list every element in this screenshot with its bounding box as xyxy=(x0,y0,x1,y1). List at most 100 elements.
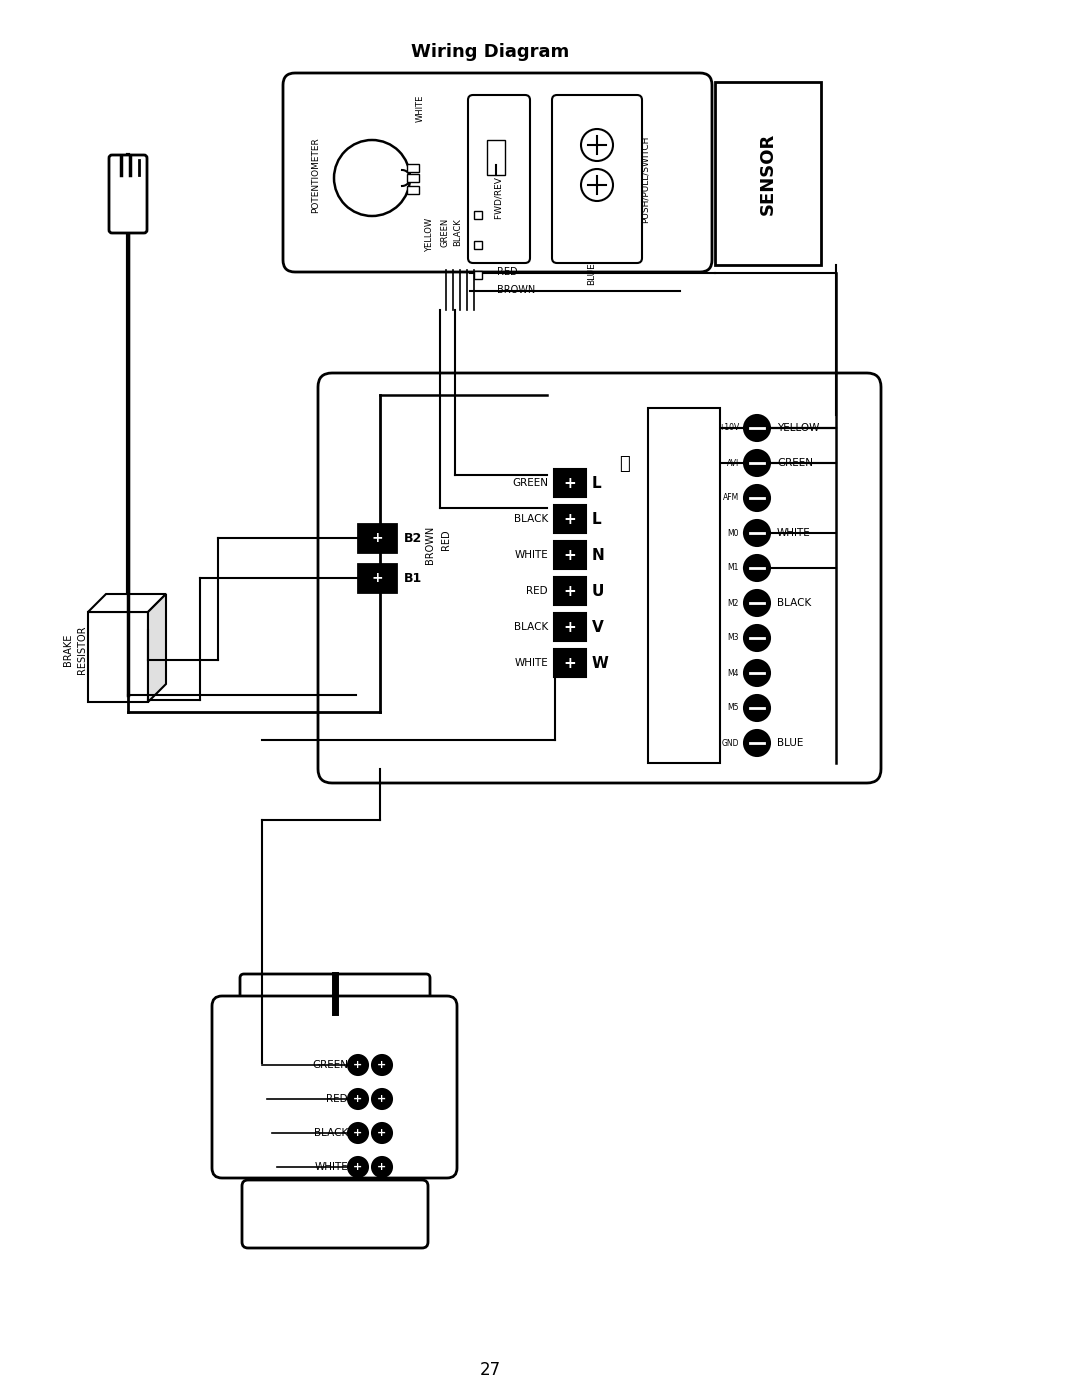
Text: L: L xyxy=(592,511,602,527)
Text: BLACK: BLACK xyxy=(514,623,548,633)
FancyBboxPatch shape xyxy=(242,1180,428,1248)
Text: WHITE: WHITE xyxy=(416,95,424,122)
Text: RED: RED xyxy=(441,529,451,550)
Bar xyxy=(474,242,482,249)
FancyBboxPatch shape xyxy=(283,73,712,272)
Bar xyxy=(554,613,586,641)
Circle shape xyxy=(744,731,770,756)
Text: RED: RED xyxy=(326,1094,348,1104)
Text: POTENTIOMETER: POTENTIOMETER xyxy=(311,137,321,212)
Text: BRAKE
RESISTOR: BRAKE RESISTOR xyxy=(63,626,87,675)
Text: GREEN: GREEN xyxy=(777,458,813,468)
Text: FWD/REV SWITCH: FWD/REV SWITCH xyxy=(495,140,503,219)
Text: +: + xyxy=(564,548,577,563)
Bar xyxy=(487,140,505,175)
Text: GREEN: GREEN xyxy=(441,218,449,247)
Bar xyxy=(554,577,586,605)
Text: +: + xyxy=(353,1094,363,1104)
Text: WHITE: WHITE xyxy=(777,528,811,538)
Circle shape xyxy=(334,140,410,217)
Text: M1: M1 xyxy=(728,563,739,573)
Bar xyxy=(407,163,419,172)
Text: +: + xyxy=(377,1060,387,1070)
Circle shape xyxy=(581,129,613,161)
FancyBboxPatch shape xyxy=(318,373,881,782)
Text: BLUE: BLUE xyxy=(588,263,596,285)
Text: AVI: AVI xyxy=(727,458,739,468)
FancyBboxPatch shape xyxy=(109,155,147,233)
Text: WHITE: WHITE xyxy=(514,550,548,560)
Text: WHITE: WHITE xyxy=(514,658,548,669)
Text: YELLOW: YELLOW xyxy=(426,218,434,251)
Text: V: V xyxy=(592,620,604,636)
Bar xyxy=(407,186,419,194)
Text: BLACK: BLACK xyxy=(777,598,811,608)
Bar xyxy=(554,541,586,569)
Bar xyxy=(715,82,821,265)
Text: M3: M3 xyxy=(728,633,739,643)
Bar xyxy=(87,612,148,703)
Circle shape xyxy=(581,169,613,201)
Text: +: + xyxy=(353,1162,363,1172)
Circle shape xyxy=(348,1090,368,1109)
Circle shape xyxy=(744,555,770,581)
Circle shape xyxy=(372,1123,392,1143)
Circle shape xyxy=(348,1123,368,1143)
Text: +: + xyxy=(564,657,577,671)
Bar xyxy=(554,650,586,678)
Circle shape xyxy=(744,485,770,511)
Text: M5: M5 xyxy=(728,704,739,712)
Text: PUSH/PULL/SWITCH: PUSH/PULL/SWITCH xyxy=(640,136,649,222)
Text: L: L xyxy=(592,476,602,490)
Text: B2: B2 xyxy=(404,532,422,545)
Bar xyxy=(357,564,396,592)
Text: B1: B1 xyxy=(404,571,422,585)
Circle shape xyxy=(744,624,770,651)
Text: GREEN: GREEN xyxy=(312,1060,348,1070)
Text: GREEN: GREEN xyxy=(512,479,548,489)
Circle shape xyxy=(372,1055,392,1076)
Circle shape xyxy=(744,520,770,546)
Text: +: + xyxy=(377,1162,387,1172)
Polygon shape xyxy=(148,594,166,703)
Text: Wiring Diagram: Wiring Diagram xyxy=(410,43,569,61)
Text: U: U xyxy=(592,584,605,599)
Text: +: + xyxy=(377,1127,387,1139)
Text: WHITE: WHITE xyxy=(468,218,476,246)
Text: +: + xyxy=(353,1060,363,1070)
Text: BLACK: BLACK xyxy=(514,514,548,524)
Text: +10V: +10V xyxy=(718,423,739,433)
Bar xyxy=(357,524,396,552)
Circle shape xyxy=(744,415,770,441)
Text: +: + xyxy=(353,1127,363,1139)
Circle shape xyxy=(744,659,770,686)
Text: WHITE: WHITE xyxy=(314,1162,348,1172)
Text: BLACK: BLACK xyxy=(314,1127,348,1139)
Text: +: + xyxy=(564,620,577,636)
Text: +: + xyxy=(564,584,577,599)
Text: +: + xyxy=(564,476,577,490)
FancyBboxPatch shape xyxy=(212,996,457,1178)
Text: RED: RED xyxy=(497,267,517,277)
Polygon shape xyxy=(87,594,166,612)
Text: M2: M2 xyxy=(728,598,739,608)
Text: +: + xyxy=(564,511,577,527)
Bar xyxy=(474,271,482,279)
FancyBboxPatch shape xyxy=(552,95,642,263)
Circle shape xyxy=(348,1055,368,1076)
Bar xyxy=(648,408,720,763)
Text: M4: M4 xyxy=(728,669,739,678)
Text: BROWN: BROWN xyxy=(426,525,435,564)
Text: +: + xyxy=(377,1094,387,1104)
Text: BLUE: BLUE xyxy=(777,738,804,747)
Circle shape xyxy=(372,1090,392,1109)
Circle shape xyxy=(348,1157,368,1178)
Text: YELLOW: YELLOW xyxy=(777,423,820,433)
Circle shape xyxy=(744,590,770,616)
Text: BROWN: BROWN xyxy=(497,285,536,295)
Circle shape xyxy=(744,694,770,721)
Bar xyxy=(474,211,482,219)
Text: GND: GND xyxy=(721,739,739,747)
Text: AFM: AFM xyxy=(723,493,739,503)
Text: +: + xyxy=(372,531,382,545)
